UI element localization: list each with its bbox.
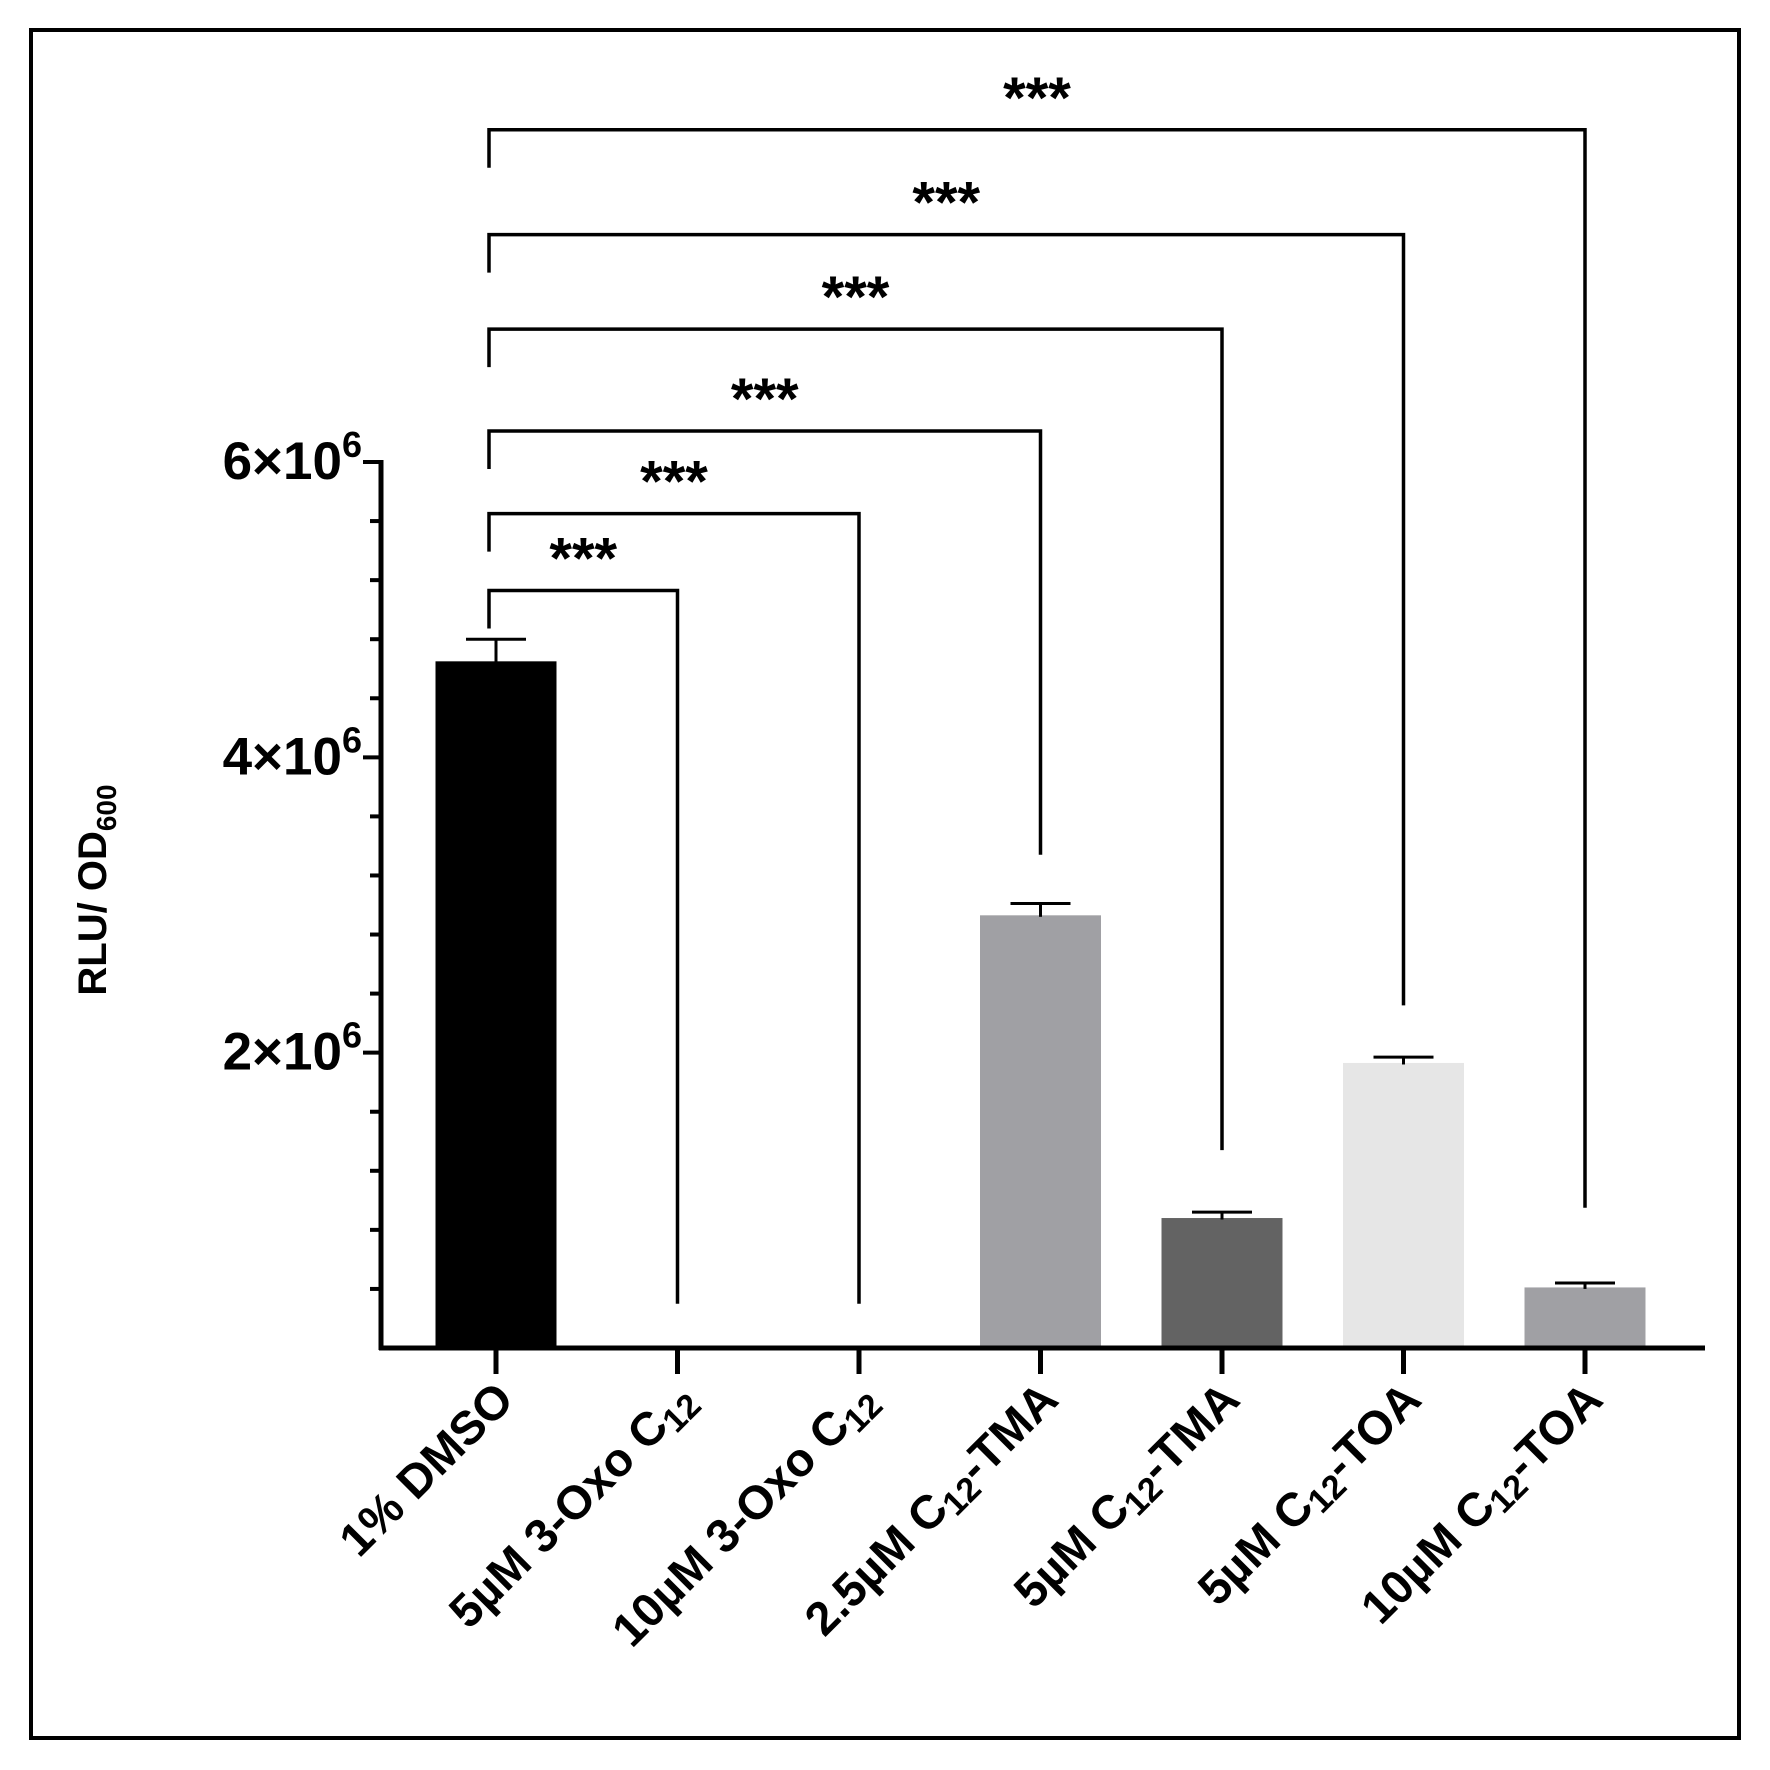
- y-tick-base: 6×10: [223, 432, 342, 491]
- y-tick-label: 2×106: [223, 1015, 362, 1082]
- y-tick-base: 2×10: [223, 1023, 342, 1082]
- significance-bracket: [487, 511, 861, 1304]
- figure-frame: [29, 28, 1741, 1740]
- bar: [1343, 1062, 1464, 1350]
- bar: [1524, 1287, 1646, 1350]
- y-tick-exponent: 6: [342, 424, 362, 465]
- y-axis-title-text: RLU/ OD: [71, 831, 115, 995]
- y-tick-exponent: 6: [342, 1015, 362, 1056]
- significance-stars: ***: [731, 367, 799, 432]
- significance-stars: ***: [640, 450, 708, 515]
- significance-stars: ***: [822, 265, 890, 330]
- significance-bracket: [487, 327, 1224, 1151]
- significance-bracket: [487, 128, 1587, 1208]
- significance-brackets: *** *** *** *** *** ***: [487, 66, 1587, 1304]
- bar: [980, 915, 1101, 1350]
- y-tick-label: 6×106: [223, 424, 362, 491]
- y-tick-label: 4×106: [223, 719, 362, 786]
- y-tick-exponent: 6: [342, 719, 362, 760]
- bar: [435, 661, 557, 1350]
- significance-stars: ***: [912, 171, 980, 236]
- error-bars: [466, 637, 1615, 1289]
- significance-bracket: [487, 429, 1043, 855]
- significance-stars: ***: [549, 526, 617, 591]
- significance-stars: ***: [1003, 66, 1071, 131]
- bar: [1161, 1218, 1283, 1350]
- y-tick-base: 4×10: [223, 727, 342, 786]
- significance-bracket: [487, 232, 1406, 1006]
- axes: [363, 460, 1705, 1374]
- y-axis-title: RLU/ OD600: [71, 784, 122, 995]
- significance-bracket: [487, 588, 680, 1304]
- y-axis-title-subscript: 600: [91, 784, 122, 831]
